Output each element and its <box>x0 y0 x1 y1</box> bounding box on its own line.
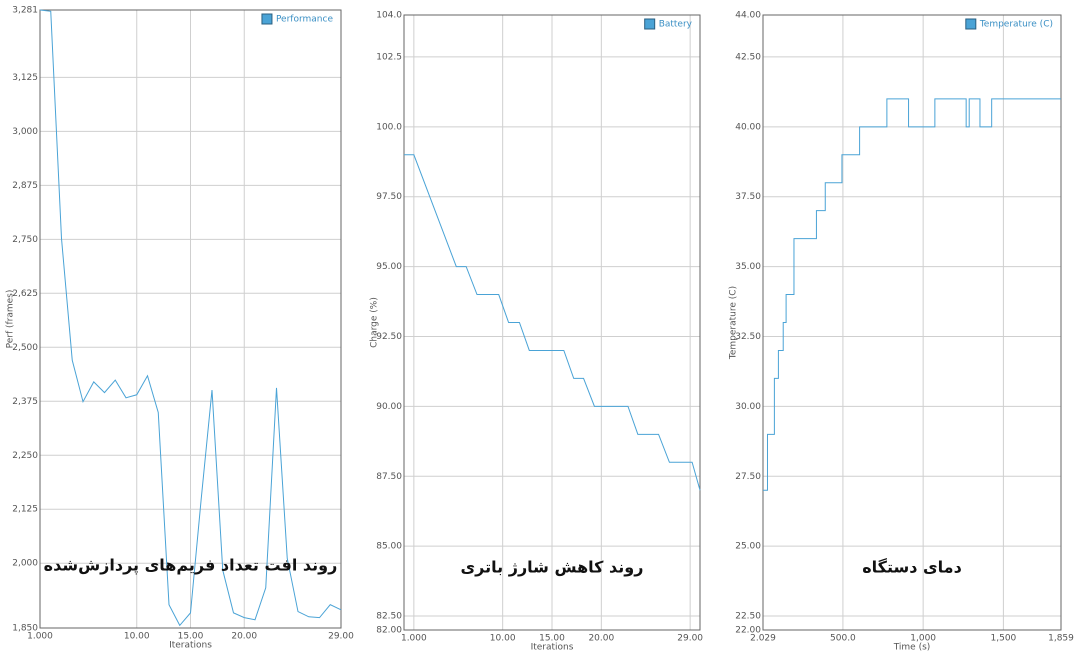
y-tick-label: 97.50 <box>376 192 402 202</box>
y-tick-label: 40.00 <box>735 122 761 132</box>
y-tick-label: 2,750 <box>12 235 38 245</box>
y-tick-label: 82.50 <box>376 612 402 622</box>
x-tick-label: 10.00 <box>124 632 150 642</box>
y-tick-label: 2,375 <box>12 397 38 407</box>
x-tick-label: 15.00 <box>178 632 204 642</box>
y-tick-label: 30.00 <box>735 402 761 412</box>
x-tick-label: 29.00 <box>328 632 354 642</box>
x-tick-label: 1.000 <box>401 634 427 644</box>
data-line <box>39 9 342 627</box>
y-tick-label: 90.00 <box>376 402 402 412</box>
y-tick-label: 22.00 <box>735 626 761 636</box>
y-tick-label: 87.50 <box>376 472 402 482</box>
y-tick-label: 27.50 <box>735 472 761 482</box>
x-tick-label: 20.00 <box>231 632 257 642</box>
y-tick-label: 95.00 <box>376 262 402 272</box>
y-tick-label: 25.00 <box>735 542 761 552</box>
annotation: دمای دستگاه <box>862 558 962 577</box>
y-tick-label: 44.00 <box>735 11 761 21</box>
legend-swatch <box>261 13 273 25</box>
y-axis-label: Perf (frames) <box>6 290 16 349</box>
y-tick-label: 92.50 <box>376 332 402 342</box>
y-tick-label: 1,850 <box>12 624 38 634</box>
x-axis-label: Iterations <box>169 641 212 651</box>
x-tick-label: 10.00 <box>490 634 516 644</box>
chart-panel: 1,850 2,000 2,125 2,250 2,375 2,500 2,625 2,750… <box>6 6 355 651</box>
y-tick-label: 2,125 <box>12 505 38 515</box>
x-tick-label: 20.00 <box>588 634 614 644</box>
chart-panel: 22.00 22.50 25.00 27.50 30.00 32.50 35.00 37.50… <box>729 11 1075 653</box>
y-tick-label: 102.5 <box>376 52 402 62</box>
x-tick-label: 2.029 <box>750 634 776 644</box>
x-tick-label: 500.0 <box>830 634 856 644</box>
y-tick-label: 2,625 <box>12 289 38 299</box>
x-axis-label: Time (s) <box>893 643 931 653</box>
y-tick-label: 3,281 <box>12 6 38 16</box>
y-tick-label: 22.50 <box>735 612 761 622</box>
y-tick-label: 2,500 <box>12 343 38 353</box>
y-tick-label: 32.50 <box>735 332 761 342</box>
chart-panel: 82.00 82.50 85.00 87.50 90.00 92.50 95.00 97.50… <box>370 11 704 653</box>
x-tick-label: 29.00 <box>677 634 703 644</box>
y-tick-label: 37.50 <box>735 192 761 202</box>
legend-label: Performance <box>276 15 333 25</box>
y-tick-label: 85.00 <box>376 542 402 552</box>
y-tick-label: 2,250 <box>12 451 38 461</box>
y-tick-label: 82.00 <box>376 626 402 636</box>
y-tick-label: 3,125 <box>12 73 38 83</box>
x-tick-label: 1.000 <box>27 632 53 642</box>
annotation: روند کاهش شارژ باتری <box>461 558 644 577</box>
plot-frame <box>39 9 342 629</box>
x-tick-label: 1,500 <box>991 634 1017 644</box>
plot-frame <box>762 14 1062 631</box>
y-tick-label: 104.0 <box>376 11 402 21</box>
legend-swatch <box>644 18 656 30</box>
y-axis-label: Charge (%) <box>370 297 380 348</box>
y-tick-label: 3,000 <box>12 127 38 137</box>
legend-label: Temperature (C) <box>979 20 1053 30</box>
legend-swatch <box>965 18 977 30</box>
x-tick-label: 15.00 <box>539 634 565 644</box>
y-tick-label: 2,875 <box>12 181 38 191</box>
data-line <box>404 154 701 491</box>
y-tick-label: 2,000 <box>12 559 38 569</box>
y-axis-label: Temperature (C) <box>729 286 739 360</box>
x-axis-label: Iterations <box>531 643 574 653</box>
y-tick-label: 42.50 <box>735 52 761 62</box>
y-tick-label: 100.0 <box>376 122 402 132</box>
annotation: روند افت تعداد فریم‌های پردازش‌شده <box>44 556 338 576</box>
legend-label: Battery <box>659 20 693 30</box>
data-line <box>763 98 1061 491</box>
plot-frame <box>403 14 701 631</box>
y-tick-label: 35.00 <box>735 262 761 272</box>
x-tick-label: 1,859 <box>1048 634 1074 644</box>
x-tick-label: 1,000 <box>910 634 936 644</box>
